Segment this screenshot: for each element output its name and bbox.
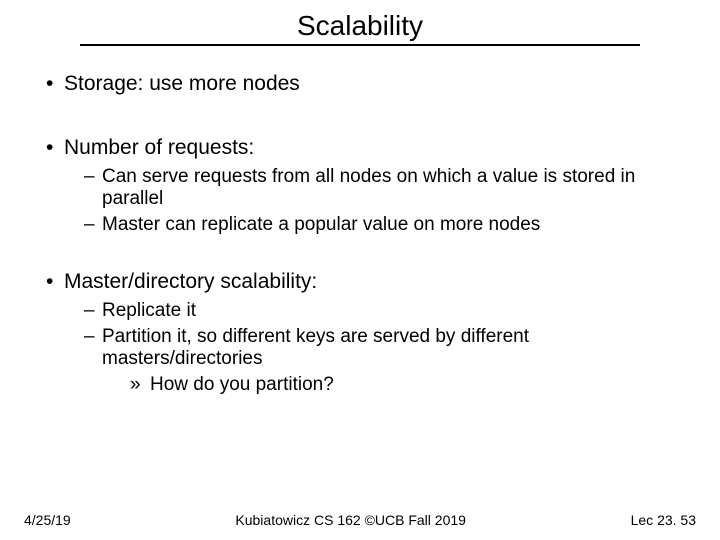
bullet-text: Master/directory scalability:	[64, 270, 317, 294]
bullet-dot-icon: •	[46, 136, 64, 160]
bullet-level3: » How do you partition?	[130, 374, 680, 396]
title-block: Scalability	[0, 0, 720, 46]
slide-footer: 4/25/19 Kubiatowicz CS 162 ©UCB Fall 201…	[0, 512, 720, 528]
bullet-dash-icon: –	[84, 214, 102, 236]
bullet-level2: – Partition it, so different keys are se…	[84, 326, 680, 370]
bullet-dot-icon: •	[46, 270, 64, 294]
bullet-level1: • Storage: use more nodes	[46, 72, 680, 96]
bullet-raquo-icon: »	[130, 374, 150, 396]
bullet-text: Can serve requests from all nodes on whi…	[102, 166, 680, 210]
footer-date: 4/25/19	[24, 512, 71, 528]
footer-slide-number: Lec 23. 53	[631, 512, 696, 528]
bullet-text: Master can replicate a popular value on …	[102, 214, 540, 236]
bullet-level2: – Can serve requests from all nodes on w…	[84, 166, 680, 210]
bullet-dot-icon: •	[46, 72, 64, 96]
bullet-level1: • Number of requests:	[46, 136, 680, 160]
bullet-level2: – Replicate it	[84, 300, 680, 322]
bullet-text: Storage: use more nodes	[64, 72, 300, 96]
slide-body: • Storage: use more nodes • Number of re…	[0, 46, 720, 396]
bullet-level2: – Master can replicate a popular value o…	[84, 214, 680, 236]
bullet-text: How do you partition?	[150, 374, 334, 396]
bullet-dash-icon: –	[84, 326, 102, 370]
bullet-level1: • Master/directory scalability:	[46, 270, 680, 294]
bullet-text: Number of requests:	[64, 136, 254, 160]
bullet-dash-icon: –	[84, 300, 102, 322]
slide-title: Scalability	[293, 10, 427, 44]
footer-attribution: Kubiatowicz CS 162 ©UCB Fall 2019	[235, 512, 466, 528]
bullet-text: Replicate it	[102, 300, 196, 322]
bullet-text: Partition it, so different keys are serv…	[102, 326, 680, 370]
bullet-dash-icon: –	[84, 166, 102, 210]
